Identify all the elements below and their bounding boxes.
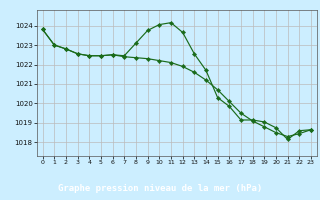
Text: Graphe pression niveau de la mer (hPa): Graphe pression niveau de la mer (hPa) <box>58 184 262 193</box>
